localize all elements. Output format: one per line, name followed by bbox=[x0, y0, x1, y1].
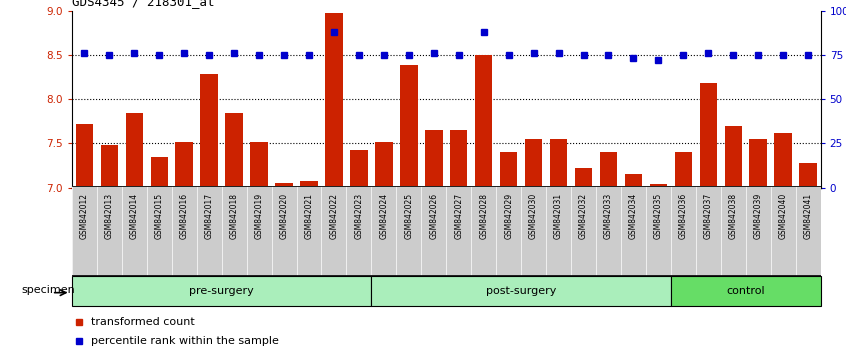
Text: GSM842023: GSM842023 bbox=[354, 193, 364, 239]
Text: GSM842032: GSM842032 bbox=[579, 193, 588, 239]
Text: post-surgery: post-surgery bbox=[486, 286, 557, 296]
Bar bbox=[724, 126, 742, 188]
Text: GSM842026: GSM842026 bbox=[429, 193, 438, 239]
Bar bbox=[750, 139, 767, 188]
Bar bbox=[550, 139, 568, 188]
Bar bbox=[350, 150, 368, 188]
Text: GSM842030: GSM842030 bbox=[529, 193, 538, 239]
Bar bbox=[375, 142, 393, 188]
Text: GSM842041: GSM842041 bbox=[804, 193, 813, 239]
Text: GSM842036: GSM842036 bbox=[678, 193, 688, 239]
Text: specimen: specimen bbox=[22, 285, 75, 295]
Text: GSM842031: GSM842031 bbox=[554, 193, 563, 239]
Bar bbox=[475, 55, 492, 188]
Bar bbox=[400, 65, 418, 188]
Text: GSM842017: GSM842017 bbox=[205, 193, 214, 239]
Text: GSM842033: GSM842033 bbox=[604, 193, 613, 239]
Text: GSM842015: GSM842015 bbox=[155, 193, 164, 239]
Bar bbox=[201, 74, 218, 188]
Bar bbox=[425, 130, 442, 188]
Bar bbox=[175, 142, 193, 188]
Bar bbox=[574, 168, 592, 188]
Bar bbox=[325, 13, 343, 188]
Text: GSM842040: GSM842040 bbox=[778, 193, 788, 239]
Text: GSM842012: GSM842012 bbox=[80, 193, 89, 239]
Text: GSM842039: GSM842039 bbox=[754, 193, 763, 239]
Bar bbox=[525, 139, 542, 188]
Bar bbox=[225, 113, 243, 188]
Bar bbox=[450, 130, 468, 188]
Text: GSM842014: GSM842014 bbox=[129, 193, 139, 239]
Bar bbox=[250, 142, 268, 188]
Bar bbox=[774, 133, 792, 188]
Text: GSM842020: GSM842020 bbox=[279, 193, 288, 239]
Bar bbox=[275, 183, 293, 188]
Text: GSM842035: GSM842035 bbox=[654, 193, 663, 239]
Text: transformed count: transformed count bbox=[91, 317, 195, 327]
Text: GSM842016: GSM842016 bbox=[179, 193, 189, 239]
Text: control: control bbox=[727, 286, 765, 296]
Text: GSM842021: GSM842021 bbox=[305, 193, 314, 239]
Text: GSM842037: GSM842037 bbox=[704, 193, 713, 239]
Text: GSM842027: GSM842027 bbox=[454, 193, 464, 239]
Bar bbox=[650, 184, 667, 188]
Text: GSM842034: GSM842034 bbox=[629, 193, 638, 239]
Text: pre-surgery: pre-surgery bbox=[190, 286, 254, 296]
Bar bbox=[75, 124, 93, 188]
Text: GDS4345 / 218301_at: GDS4345 / 218301_at bbox=[72, 0, 214, 8]
Bar bbox=[671, 276, 821, 306]
Text: GSM842029: GSM842029 bbox=[504, 193, 514, 239]
Bar bbox=[700, 83, 717, 188]
Text: GSM842038: GSM842038 bbox=[728, 193, 738, 239]
Text: GSM842022: GSM842022 bbox=[329, 193, 338, 239]
Text: GSM842018: GSM842018 bbox=[229, 193, 239, 239]
Bar bbox=[101, 145, 118, 188]
Bar bbox=[300, 181, 318, 188]
Bar bbox=[600, 152, 618, 188]
Bar bbox=[151, 157, 168, 188]
Bar bbox=[125, 113, 143, 188]
Text: GSM842013: GSM842013 bbox=[105, 193, 114, 239]
Bar bbox=[371, 276, 671, 306]
Text: percentile rank within the sample: percentile rank within the sample bbox=[91, 336, 278, 346]
Text: GSM842019: GSM842019 bbox=[255, 193, 264, 239]
Text: GSM842024: GSM842024 bbox=[379, 193, 388, 239]
Bar bbox=[500, 152, 518, 188]
Text: GSM842025: GSM842025 bbox=[404, 193, 414, 239]
Bar bbox=[624, 174, 642, 188]
Bar bbox=[799, 163, 817, 188]
Bar bbox=[674, 152, 692, 188]
Text: GSM842028: GSM842028 bbox=[479, 193, 488, 239]
Bar bbox=[72, 276, 371, 306]
